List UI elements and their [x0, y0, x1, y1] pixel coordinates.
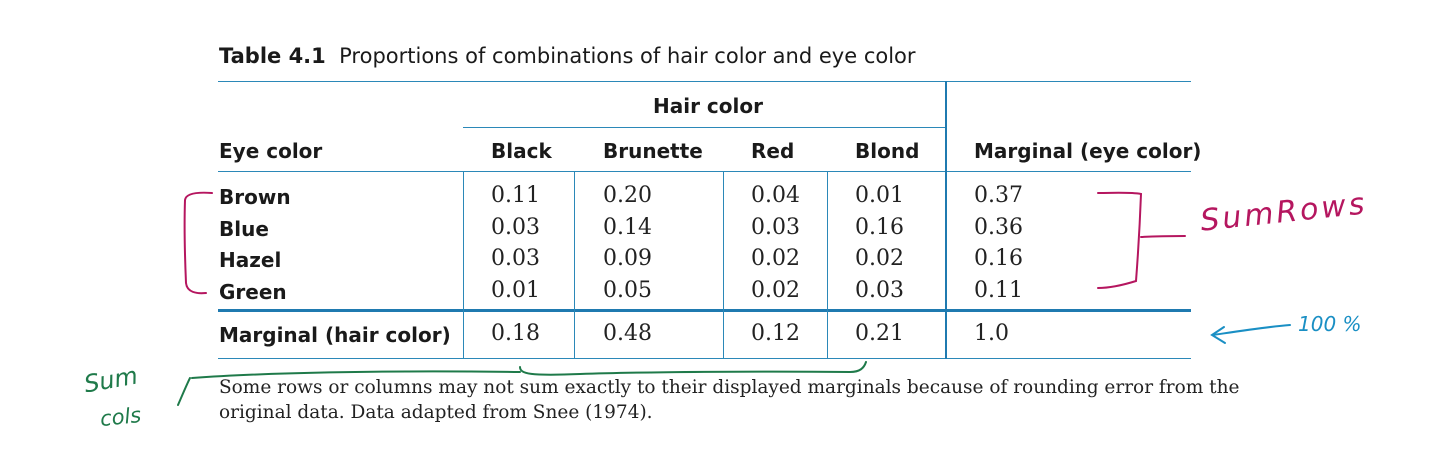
row-label-green: Green: [219, 280, 287, 304]
cell-green-black: 0.01: [491, 278, 540, 303]
hair-color-group-rule: [463, 127, 946, 128]
col-header-black: Black: [491, 139, 552, 163]
cell-blue-brunette: 0.14: [603, 215, 652, 240]
cell-marginal-black: 0.18: [491, 321, 540, 346]
cell-blue-red: 0.03: [751, 215, 800, 240]
cell-hazel-brunette: 0.09: [603, 246, 652, 271]
footnote-line-1: Some rows or columns may not sum exactly…: [219, 377, 1240, 398]
row-label-blue: Blue: [219, 217, 269, 241]
sum-rows-note: SumRows: [1198, 186, 1370, 239]
cell-brown-blond: 0.01: [855, 183, 904, 208]
cell-hazel-red: 0.02: [751, 246, 800, 271]
cols-brace-tail: [177, 377, 191, 406]
row-label-hazel: Hazel: [219, 248, 282, 272]
cell-marginal-blond: 0.21: [855, 321, 904, 346]
footnote-line-2: original data. Data adapted from Snee (1…: [219, 402, 653, 423]
cell-marginal-red: 0.12: [751, 321, 800, 346]
col-rule-blond: [827, 171, 828, 359]
table-caption: Table 4.1 Proportions of combinations of…: [219, 44, 916, 68]
hair-color-group-header: Hair color: [653, 94, 763, 118]
hundred-percent-note: 100 %: [1298, 312, 1362, 336]
col-header-blond: Blond: [855, 139, 920, 163]
table-top-rule: [218, 81, 1191, 82]
cell-hazel-marginal: 0.16: [974, 246, 1023, 271]
table-bottom-rule: [218, 358, 1191, 359]
cell-brown-marginal: 0.37: [974, 183, 1023, 208]
rows-right-bracket: [1097, 191, 1143, 289]
col-rule-brunette: [574, 171, 575, 359]
eye-color-header: Eye color: [219, 139, 323, 163]
col-header-marginal-eye: Marginal (eye color): [974, 139, 1202, 163]
cols-brace: [519, 361, 867, 376]
caption-text: Proportions of combinations of hair colo…: [339, 44, 916, 68]
cell-blue-blond: 0.16: [855, 215, 904, 240]
cell-marginal-brunette: 0.48: [603, 321, 652, 346]
col-header-brunette: Brunette: [603, 139, 703, 163]
header-bottom-rule: [218, 171, 1191, 172]
marginal-row-rule: [218, 309, 1191, 312]
cell-green-brunette: 0.05: [603, 278, 652, 303]
cell-brown-red: 0.04: [751, 183, 800, 208]
col-header-red: Red: [751, 139, 795, 163]
sum-cols-note-line2: cols: [98, 402, 143, 432]
cell-green-blond: 0.03: [855, 278, 904, 303]
total-arrow-head: [1210, 326, 1226, 344]
total-arrow-line: [1212, 324, 1291, 336]
table-footnote: Some rows or columns may not sum exactly…: [219, 375, 1240, 425]
cell-brown-black: 0.11: [491, 183, 540, 208]
cell-hazel-black: 0.03: [491, 246, 540, 271]
cell-brown-brunette: 0.20: [603, 183, 652, 208]
cell-marginal-total: 1.0: [974, 321, 1009, 346]
sum-cols-note-line1: Sum: [81, 361, 140, 399]
col-rule-red: [723, 171, 724, 359]
rows-left-bracket: [183, 191, 213, 295]
cell-green-red: 0.02: [751, 278, 800, 303]
col-rule-marginal: [945, 81, 947, 359]
cell-blue-black: 0.03: [491, 215, 540, 240]
col-rule-black: [463, 171, 464, 359]
cell-hazel-blond: 0.02: [855, 246, 904, 271]
row-label-brown: Brown: [219, 185, 291, 209]
caption-label: Table 4.1: [219, 44, 326, 68]
cell-green-marginal: 0.11: [974, 278, 1023, 303]
cell-blue-marginal: 0.36: [974, 215, 1023, 240]
rows-right-bracket-tick: [1140, 235, 1186, 238]
row-label-marginal-hair: Marginal (hair color): [219, 323, 451, 347]
